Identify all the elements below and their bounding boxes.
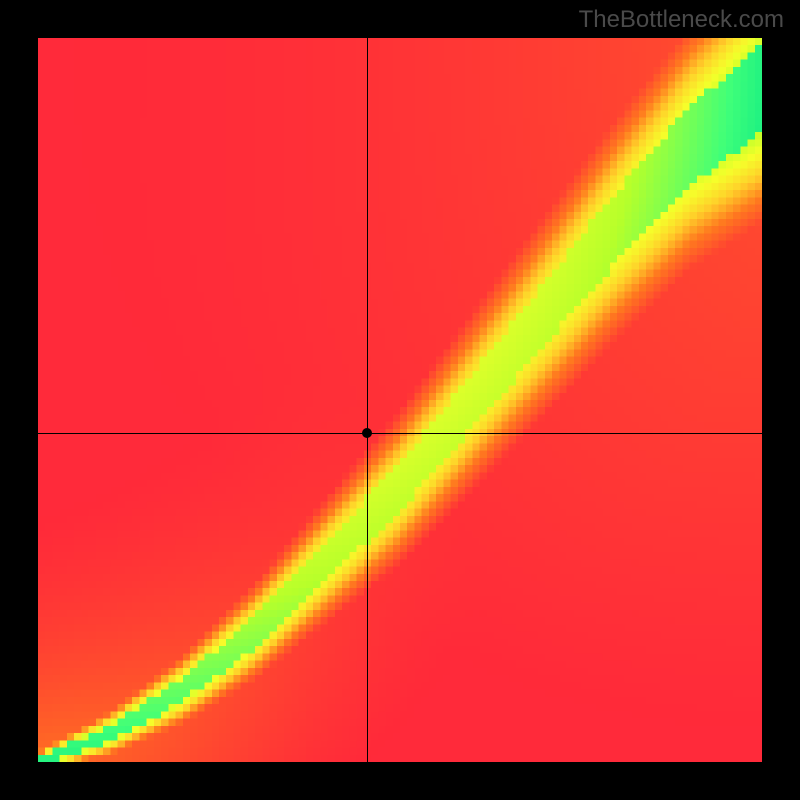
crosshair-marker-dot: [362, 428, 372, 438]
heatmap-plot: [38, 38, 762, 762]
watermark-text: TheBottleneck.com: [579, 6, 784, 34]
crosshair-horizontal: [38, 433, 762, 434]
heatmap-canvas: [38, 38, 762, 762]
crosshair-vertical: [367, 38, 368, 762]
